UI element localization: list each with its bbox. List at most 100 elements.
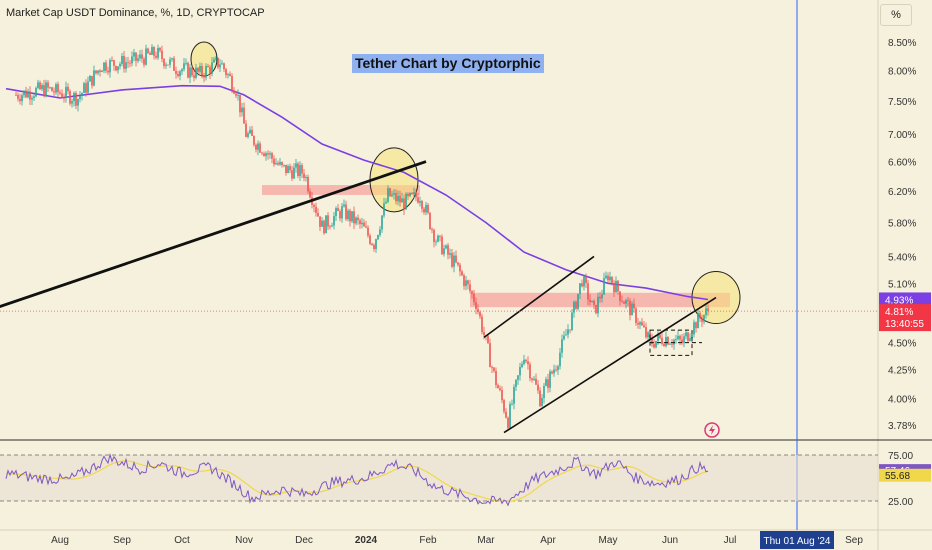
candle-body bbox=[279, 162, 281, 165]
candle-body bbox=[667, 336, 669, 345]
candle-body bbox=[253, 135, 255, 145]
last-price-tag bbox=[879, 304, 931, 332]
candle-body bbox=[675, 339, 677, 340]
candle-body bbox=[45, 82, 47, 97]
candle-body bbox=[271, 153, 273, 159]
rsi-ma-line bbox=[5, 460, 709, 502]
candle-body bbox=[275, 163, 277, 165]
candle-body bbox=[33, 96, 35, 98]
candle-body bbox=[347, 210, 349, 220]
candle-body bbox=[127, 62, 129, 64]
x-tick-label: Aug bbox=[51, 535, 69, 546]
y-tick-label: 5.40% bbox=[888, 252, 916, 263]
candle-body bbox=[83, 83, 85, 93]
candle-body bbox=[571, 312, 573, 331]
cursor-date-box bbox=[760, 531, 834, 549]
ma-price-text: 4.93% bbox=[885, 295, 913, 306]
candle-body bbox=[701, 318, 703, 322]
candle-body bbox=[707, 308, 709, 312]
candle-body bbox=[277, 163, 279, 165]
candle-body bbox=[439, 235, 441, 237]
candle-body bbox=[121, 56, 123, 64]
candle-body bbox=[423, 208, 425, 213]
x-tick-label: 2024 bbox=[355, 535, 378, 546]
candle-body bbox=[151, 47, 153, 55]
candle-body bbox=[351, 211, 353, 222]
candle-body bbox=[651, 338, 653, 345]
x-tick-label: Oct bbox=[174, 535, 190, 546]
candle-body bbox=[161, 50, 163, 59]
candle-body bbox=[355, 217, 357, 224]
candle-body bbox=[249, 129, 251, 134]
candle-body bbox=[693, 322, 695, 335]
candle-body bbox=[619, 291, 621, 301]
candle-body bbox=[79, 95, 81, 99]
candle-body bbox=[333, 215, 335, 226]
lightning-glyph bbox=[709, 425, 715, 435]
x-tick-label: Feb bbox=[419, 535, 437, 546]
candle-body bbox=[75, 92, 77, 106]
candle-body bbox=[473, 293, 475, 303]
candle-body bbox=[245, 123, 247, 137]
candle-body bbox=[145, 48, 147, 65]
candle-body bbox=[587, 283, 589, 300]
highlight-circle bbox=[190, 41, 218, 77]
candle-body bbox=[533, 378, 535, 380]
candle-body bbox=[677, 335, 679, 340]
candle-body bbox=[175, 70, 177, 74]
candle-body bbox=[431, 228, 433, 230]
candle-body bbox=[555, 369, 557, 371]
candle-body bbox=[577, 293, 579, 309]
candle-body bbox=[227, 74, 229, 76]
candle-body bbox=[73, 92, 75, 102]
candle-body bbox=[39, 82, 41, 90]
candle-body bbox=[27, 91, 29, 98]
candle-body bbox=[97, 70, 99, 74]
candle-body bbox=[223, 63, 225, 70]
trendline bbox=[0, 160, 427, 308]
candle-body bbox=[283, 164, 285, 166]
candle-body bbox=[363, 222, 365, 227]
trendline bbox=[503, 296, 717, 434]
y-tick-label: 3.78% bbox=[888, 421, 916, 432]
candle-body bbox=[147, 48, 149, 53]
candle-body bbox=[107, 70, 109, 73]
candle-body bbox=[297, 163, 299, 176]
candle-body bbox=[623, 301, 625, 304]
candle-body bbox=[225, 69, 227, 76]
candle-body bbox=[453, 255, 455, 267]
candle-body bbox=[411, 192, 413, 194]
countdown-text: 13:40:55 bbox=[885, 319, 924, 330]
candle-body bbox=[69, 91, 71, 104]
candle-body bbox=[365, 226, 367, 228]
candle-body bbox=[489, 343, 491, 368]
candle-body bbox=[413, 192, 415, 194]
candle-body bbox=[37, 82, 39, 88]
candle-body bbox=[417, 197, 419, 203]
candle-body bbox=[385, 201, 387, 204]
candle-body bbox=[269, 153, 271, 155]
candle-body bbox=[435, 241, 437, 243]
candle-body bbox=[515, 379, 517, 387]
candle-body bbox=[177, 73, 179, 77]
candle-body bbox=[353, 211, 355, 224]
candle-body bbox=[615, 280, 617, 293]
candle-body bbox=[135, 52, 137, 61]
candle-body bbox=[563, 335, 565, 340]
candle-body bbox=[31, 97, 33, 100]
candle-body bbox=[525, 359, 527, 362]
candle-body bbox=[383, 203, 385, 216]
candle-body bbox=[501, 390, 503, 401]
candle-body bbox=[203, 75, 205, 78]
candle-body bbox=[77, 98, 79, 106]
y-tick-label: 8.50% bbox=[888, 38, 916, 49]
candle-body bbox=[67, 86, 69, 92]
candle-body bbox=[231, 75, 233, 91]
candle-body bbox=[153, 47, 155, 56]
percent-scale-button[interactable]: % bbox=[880, 4, 912, 26]
y-tick-label: 6.60% bbox=[888, 158, 916, 169]
last-price-text: 4.81% bbox=[885, 307, 913, 318]
candle-body bbox=[531, 378, 533, 380]
candle-body bbox=[491, 367, 493, 368]
candle-body bbox=[513, 386, 515, 404]
